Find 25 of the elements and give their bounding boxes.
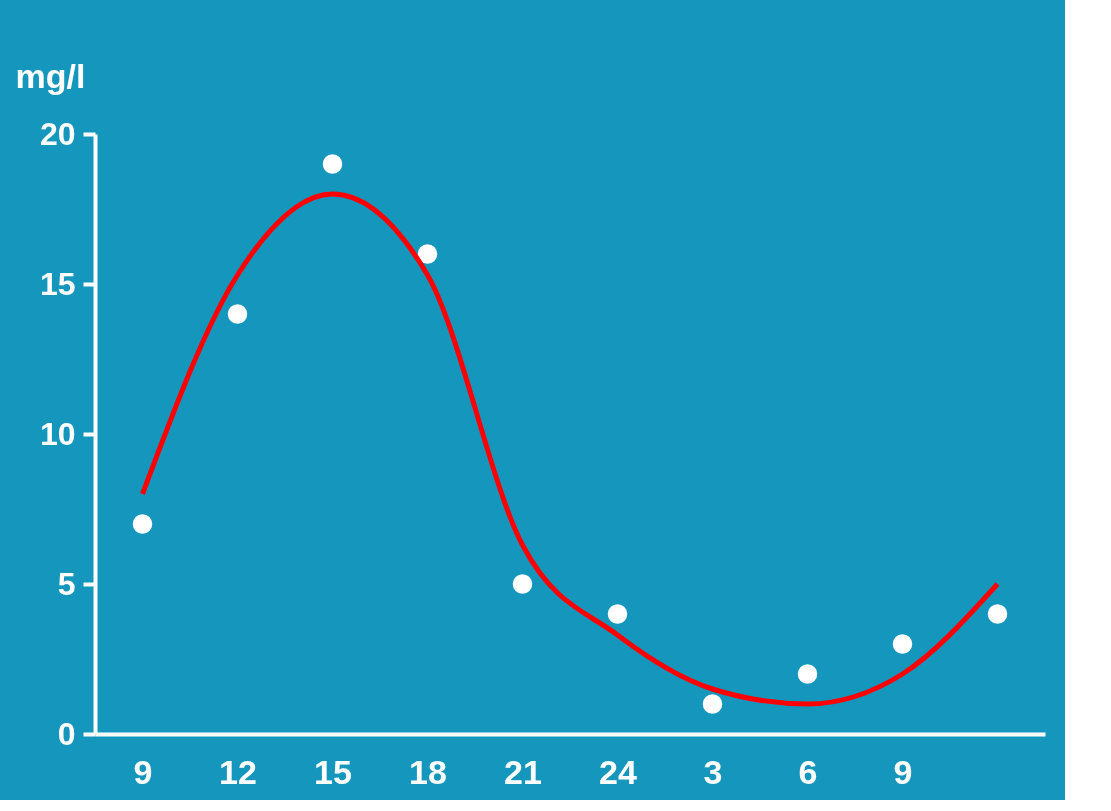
- y-tick-label: 15: [39, 265, 76, 302]
- point: [512, 574, 533, 594]
- x-tick-label: 9: [133, 752, 153, 791]
- x-tick-label: 3: [703, 752, 723, 791]
- y-tick-label: 10: [39, 415, 76, 452]
- x-tick-label: 21: [504, 752, 542, 791]
- y-tick-label: 5: [57, 565, 76, 602]
- point: [322, 154, 343, 174]
- x-tick-label: 6: [798, 752, 818, 791]
- x-tick-label: 15: [314, 752, 352, 791]
- y-axis-title: mg/l: [15, 56, 86, 95]
- point: [702, 694, 723, 714]
- y-tick-label: 0: [57, 715, 76, 752]
- y-tick-label: 20: [39, 115, 76, 152]
- point: [227, 304, 248, 324]
- x-tick-label: 9: [893, 752, 913, 791]
- point: [607, 604, 628, 624]
- point: [132, 514, 153, 534]
- x-tick-label: 24: [599, 752, 637, 791]
- x-tick-label: 18: [409, 752, 447, 791]
- point: [892, 634, 913, 654]
- point: [987, 604, 1008, 624]
- point: [797, 664, 818, 684]
- x-tick-label: 12: [219, 752, 257, 791]
- point: [417, 244, 438, 264]
